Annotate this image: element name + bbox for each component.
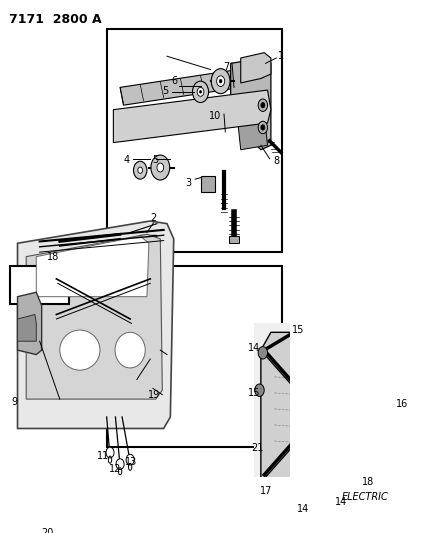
Text: 9: 9 [12, 397, 18, 407]
Ellipse shape [60, 330, 100, 370]
Polygon shape [120, 70, 241, 105]
Text: 14: 14 [297, 504, 309, 514]
Circle shape [261, 125, 265, 130]
Polygon shape [36, 236, 149, 297]
Text: 3: 3 [185, 177, 191, 188]
Bar [107, 29, 282, 252]
Text: 8: 8 [273, 156, 279, 166]
Text: 2: 2 [151, 213, 157, 223]
Ellipse shape [115, 332, 145, 368]
Bar [201, 176, 215, 192]
Polygon shape [231, 58, 271, 150]
Text: 20: 20 [41, 528, 54, 533]
Circle shape [315, 407, 323, 418]
Circle shape [258, 121, 268, 134]
Circle shape [116, 459, 124, 470]
Polygon shape [241, 53, 271, 83]
Text: 14: 14 [335, 497, 347, 506]
Text: ELECTRIC: ELECTRIC [342, 492, 388, 502]
Circle shape [255, 384, 264, 397]
Circle shape [199, 91, 202, 93]
Text: 18: 18 [362, 477, 374, 487]
Text: 6: 6 [171, 76, 178, 86]
Circle shape [157, 163, 163, 172]
Circle shape [261, 102, 265, 108]
Text: 7: 7 [223, 62, 230, 72]
Circle shape [219, 79, 222, 83]
Text: 19: 19 [148, 390, 160, 400]
Text: 12: 12 [109, 464, 122, 474]
Bar [107, 266, 282, 447]
Circle shape [197, 87, 204, 96]
Text: 21: 21 [251, 443, 264, 453]
Text: 11: 11 [97, 451, 110, 461]
Circle shape [299, 329, 307, 340]
Polygon shape [113, 90, 271, 143]
Bar [229, 236, 239, 243]
Polygon shape [18, 292, 42, 354]
Text: 18: 18 [47, 252, 59, 262]
Text: 5: 5 [152, 156, 159, 165]
Circle shape [193, 81, 208, 102]
Circle shape [341, 495, 349, 505]
Text: 4: 4 [124, 156, 130, 165]
Bar [254, 324, 401, 511]
Text: 14: 14 [248, 343, 260, 353]
Text: 13: 13 [125, 457, 138, 467]
Circle shape [151, 155, 169, 180]
Text: 15: 15 [248, 388, 260, 398]
Circle shape [258, 99, 268, 111]
Polygon shape [261, 332, 378, 497]
Circle shape [304, 503, 312, 513]
Circle shape [258, 346, 268, 359]
Text: 15: 15 [291, 325, 304, 335]
Circle shape [106, 447, 114, 458]
Circle shape [310, 400, 329, 425]
Text: 1: 1 [278, 51, 284, 61]
Circle shape [138, 167, 143, 173]
Text: 5: 5 [163, 86, 169, 96]
Polygon shape [238, 114, 268, 150]
Bar [140, 236, 156, 249]
Text: 10: 10 [208, 111, 221, 121]
Text: 7171  2800 A: 7171 2800 A [9, 13, 102, 27]
Circle shape [211, 69, 230, 94]
Polygon shape [18, 221, 174, 429]
Bar [10, 266, 69, 304]
Text: 17: 17 [260, 486, 272, 496]
Circle shape [134, 161, 147, 179]
Circle shape [217, 76, 225, 86]
Text: 16: 16 [395, 399, 408, 409]
Polygon shape [26, 235, 162, 399]
Polygon shape [18, 314, 36, 341]
Circle shape [126, 454, 134, 465]
